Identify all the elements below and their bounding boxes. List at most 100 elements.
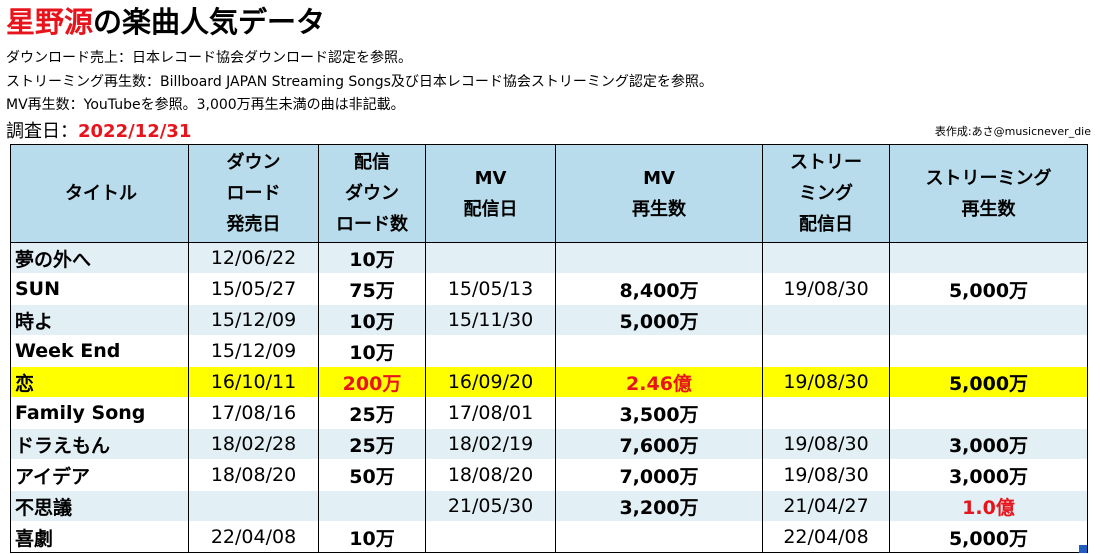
cell-dl-date: 18/08/20 — [188, 459, 319, 491]
cell-dl-date — [188, 490, 319, 522]
cell-title: 不思議 — [10, 490, 189, 522]
cell-dl-count: 10万 — [318, 304, 426, 336]
table-row: SUN 15/05/27 75万 15/05/13 8,400万 19/08/3… — [10, 273, 1088, 305]
col-header-line: 発売日 — [226, 214, 281, 235]
cell-title: SUN — [10, 273, 189, 305]
cell-mv-views: 3,500万 — [555, 397, 763, 429]
col-header-line: ロード — [226, 183, 281, 204]
cell-dl-count: 10万 — [318, 242, 426, 274]
cell-mv-date — [425, 521, 556, 553]
col-header-line: 配信日 — [463, 198, 518, 220]
cell-st-date: 22/04/08 — [762, 521, 890, 553]
cell-st-date — [762, 304, 890, 336]
cell-mv-views — [555, 242, 763, 274]
cell-st-date: 21/04/27 — [762, 490, 890, 522]
cell-mv-date — [425, 242, 556, 274]
cell-mv-date: 21/05/30 — [425, 490, 556, 522]
cell-title: 時よ — [10, 304, 189, 336]
cell-st-plays: 5,000万 — [889, 366, 1088, 398]
cell-st-plays — [889, 397, 1088, 429]
col-header-line: 配信 — [354, 152, 390, 173]
cell-st-date: 19/08/30 — [762, 366, 890, 398]
table-row: 夢の外へ 12/06/22 10万 — [10, 242, 1088, 274]
cell-title: Family Song — [10, 397, 189, 429]
table-row: 不思議 21/05/30 3,200万 21/04/27 1.0億 — [10, 490, 1088, 522]
cell-title: ドラえもん — [10, 428, 189, 460]
survey-date-value: 2022/12/31 — [78, 121, 192, 142]
note-download-source: ダウンロード売上：日本レコード協会ダウンロード認定を参照。 — [6, 50, 412, 66]
cell-dl-count: 50万 — [318, 459, 426, 491]
cell-st-plays — [889, 335, 1088, 367]
cell-mv-date: 16/09/20 — [425, 366, 556, 398]
cell-mv-date: 18/08/20 — [425, 459, 556, 491]
col-header-title: タイトル — [10, 144, 189, 243]
col-header-line: 再生数 — [632, 198, 686, 220]
cell-mv-date: 15/05/13 — [425, 273, 556, 305]
table-row: 喜劇 22/04/08 10万 22/04/08 5,000万 — [10, 521, 1088, 553]
table-row: アイデア 18/08/20 50万 18/08/20 7,000万 19/08/… — [10, 459, 1088, 491]
col-header-line: タイトル — [65, 183, 137, 204]
cell-dl-count: 25万 — [318, 397, 426, 429]
note-streaming-source: ストリーミング再生数：Billboard JAPAN Streaming Son… — [6, 74, 713, 90]
col-header-mv-views: MV 再生数 — [555, 144, 763, 243]
cell-title: Week End — [10, 335, 189, 367]
cell-dl-date: 15/12/09 — [188, 335, 319, 367]
cell-st-plays — [889, 304, 1088, 336]
cell-mv-date: 17/08/01 — [425, 397, 556, 429]
note-mv-source: MV再生数：YouTubeを参照。3,000万再生未満の曲は非記載。 — [6, 97, 405, 113]
cell-st-date: 19/08/30 — [762, 428, 890, 460]
col-header-line: MV — [474, 167, 507, 189]
cell-dl-count: 75万 — [318, 273, 426, 305]
cell-dl-date: 16/10/11 — [188, 366, 319, 398]
cell-mv-views: 3,200万 — [555, 490, 763, 522]
cell-dl-date: 22/04/08 — [188, 521, 319, 553]
table-row-highlighted: 恋 16/10/11 200万 16/09/20 2.46億 19/08/30 … — [10, 366, 1088, 398]
cell-st-plays: 5,000万 — [889, 273, 1088, 305]
cell-title: 喜劇 — [10, 521, 189, 553]
cell-st-date — [762, 397, 890, 429]
page-title-rest: の楽曲人気データ — [93, 5, 326, 39]
cell-st-date — [762, 335, 890, 367]
cell-dl-date: 18/02/28 — [188, 428, 319, 460]
cell-mv-views: 8,400万 — [555, 273, 763, 305]
credit: 表作成:あさ@musicnever_die — [934, 125, 1091, 138]
cell-dl-count: 10万 — [318, 335, 426, 367]
cell-dl-date: 17/08/16 — [188, 397, 319, 429]
cell-title: アイデア — [10, 459, 189, 491]
cell-st-date — [762, 242, 890, 274]
cell-dl-date: 12/06/22 — [188, 242, 319, 274]
col-header-line: 再生数 — [961, 198, 1016, 220]
table-header-row: タイトル ダウン ロード 発売日 配信 ダウン ロード数 MV 配信日 MV 再生数 ストリ… — [10, 144, 1088, 243]
cell-st-date: 19/08/30 — [762, 459, 890, 491]
cell-st-plays: 5,000万 — [889, 521, 1088, 553]
cell-mv-views: 7,600万 — [555, 428, 763, 460]
cell-st-plays: 3,000万 — [889, 428, 1088, 460]
col-header-mv-date: MV 配信日 — [425, 144, 556, 243]
survey-date: 調査日：2022/12/31 — [6, 120, 191, 144]
table-row: Family Song 17/08/16 25万 17/08/01 3,500万 — [10, 397, 1088, 429]
col-header-line: 配信日 — [799, 214, 853, 235]
cell-dl-date: 15/05/27 — [188, 273, 319, 305]
col-header-line: ロード数 — [336, 214, 408, 235]
cell-mv-views — [555, 521, 763, 553]
col-header-line: ダウン — [345, 183, 399, 204]
col-header-line: ストリー — [790, 152, 862, 173]
table-row: 時よ 15/12/09 10万 15/11/30 5,000万 — [10, 304, 1088, 336]
cell-st-plays: 1.0億 — [889, 490, 1088, 522]
cell-title: 恋 — [10, 366, 189, 398]
cell-mv-views: 7,000万 — [555, 459, 763, 491]
cell-mv-views: 2.46億 — [555, 366, 763, 398]
cell-dl-count — [318, 490, 426, 522]
cell-dl-date: 15/12/09 — [188, 304, 319, 336]
page-title: 星野源の楽曲人気データ — [6, 2, 325, 42]
cell-mv-views: 5,000万 — [555, 304, 763, 336]
col-header-st-date: ストリー ミング 配信日 — [762, 144, 890, 243]
col-header-dl-date: ダウン ロード 発売日 — [188, 144, 319, 243]
cell-mv-date — [425, 335, 556, 367]
table-row: ドラえもん 18/02/28 25万 18/02/19 7,600万 19/08… — [10, 428, 1088, 460]
artist-name: 星野源 — [6, 5, 94, 39]
table-row: Week End 15/12/09 10万 — [10, 335, 1088, 367]
cell-mv-date: 15/11/30 — [425, 304, 556, 336]
col-header-line: ダウン — [226, 152, 281, 173]
cell-dl-count: 25万 — [318, 428, 426, 460]
